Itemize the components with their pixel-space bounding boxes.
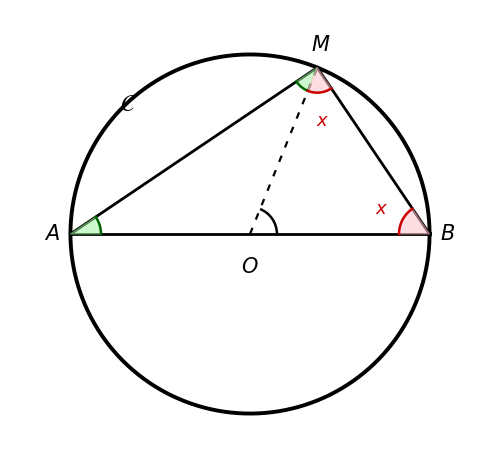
Text: $M$: $M$ bbox=[311, 35, 330, 55]
Text: $\mathcal{C}$: $\mathcal{C}$ bbox=[120, 93, 136, 116]
Polygon shape bbox=[308, 67, 332, 93]
Text: $x$: $x$ bbox=[316, 112, 330, 130]
Polygon shape bbox=[296, 67, 318, 91]
Text: $O$: $O$ bbox=[241, 257, 259, 278]
Text: $A$: $A$ bbox=[44, 224, 60, 244]
Text: $x$: $x$ bbox=[376, 200, 388, 218]
Polygon shape bbox=[399, 209, 430, 234]
Polygon shape bbox=[70, 217, 101, 234]
Text: $B$: $B$ bbox=[440, 224, 456, 244]
